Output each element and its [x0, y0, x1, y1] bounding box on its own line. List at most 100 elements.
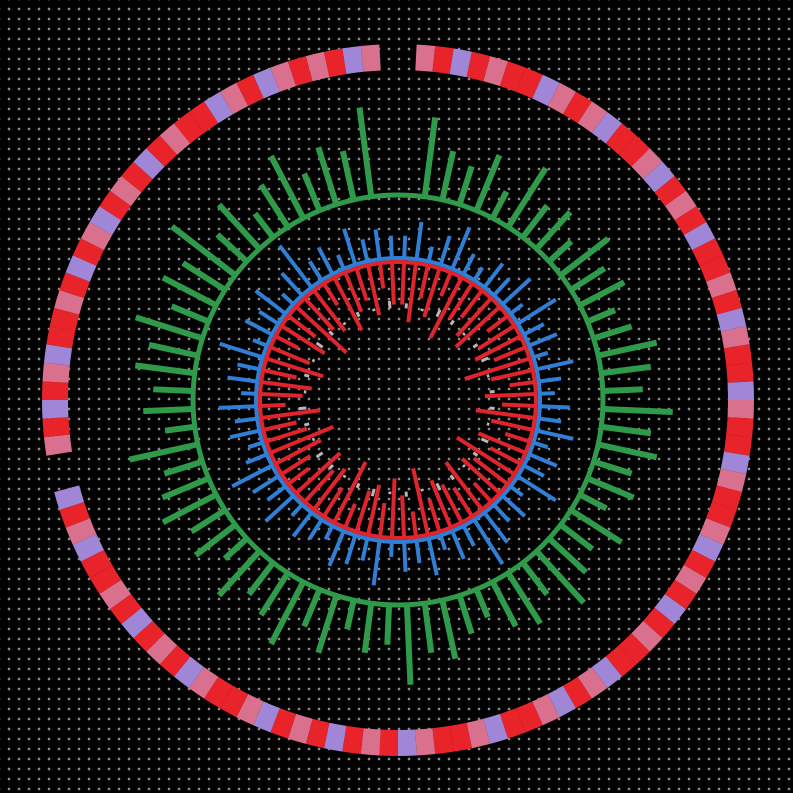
- track-bar: [311, 437, 316, 442]
- track-bar: [312, 467, 347, 511]
- ring-segment: [159, 123, 191, 155]
- track-bar: [268, 154, 307, 220]
- ring-segment: [59, 272, 90, 299]
- ring-segment: [716, 468, 747, 493]
- track-bar: [260, 391, 303, 398]
- track-bar: [290, 503, 304, 518]
- track-bar: [516, 297, 557, 326]
- track-bar: [373, 229, 382, 260]
- track-bar: [316, 246, 335, 275]
- track-bar: [439, 150, 457, 201]
- track-bar: [435, 309, 442, 318]
- track-bar: [456, 594, 475, 635]
- track-bar: [440, 483, 464, 524]
- track-bar: [311, 358, 316, 363]
- ring-segment: [46, 325, 76, 349]
- track-bar: [402, 235, 408, 259]
- ring-segment: [42, 417, 70, 438]
- ring-segment: [720, 325, 750, 349]
- ring-segment: [726, 417, 754, 438]
- track-bar: [342, 321, 347, 326]
- ring-segment: [699, 255, 731, 282]
- track-bar: [161, 491, 218, 526]
- track-bar: [528, 452, 558, 468]
- ring-segment: [415, 728, 436, 756]
- track-bar: [450, 530, 466, 560]
- track-baseline: [190, 192, 606, 608]
- ring-segment: [89, 565, 122, 594]
- ring-segment: [220, 685, 249, 718]
- ring-segment: [188, 101, 219, 134]
- ring-segment: [499, 61, 526, 92]
- track-bar: [332, 461, 368, 524]
- ring-segment: [532, 694, 560, 726]
- track-bar: [472, 456, 509, 486]
- ring-segment: [121, 161, 153, 193]
- track-bar: [389, 478, 397, 538]
- track-bar: [586, 307, 617, 325]
- track-bar: [219, 341, 264, 360]
- track-baseline: [258, 260, 538, 540]
- ring-segment: [711, 485, 742, 511]
- ring-segment: [80, 549, 113, 578]
- track-bar: [378, 502, 387, 538]
- track-bar: [229, 428, 260, 440]
- track-bar: [435, 482, 442, 491]
- ring-segment: [483, 713, 509, 744]
- ring-segment: [360, 44, 381, 72]
- ring-segment: [516, 701, 543, 733]
- track-bar: [360, 238, 370, 262]
- ring-segment: [415, 44, 436, 72]
- track-bar: [361, 602, 375, 654]
- track-bar: [461, 332, 466, 337]
- ring-segment: [65, 518, 97, 545]
- track-bar: [438, 534, 448, 551]
- track-bar: [460, 457, 502, 495]
- track-bar: [336, 254, 346, 270]
- track-bar: [473, 154, 503, 212]
- track-bar: [429, 479, 453, 529]
- track-bar: [181, 260, 227, 293]
- track-bar: [501, 277, 532, 306]
- ring-segment: [547, 82, 576, 115]
- ring-segment: [563, 91, 592, 124]
- track-bar: [384, 604, 393, 645]
- track-bar: [315, 146, 340, 206]
- track-bar: [438, 235, 452, 266]
- track-bar: [532, 350, 549, 360]
- track-bar: [420, 308, 424, 312]
- track-bar: [455, 296, 493, 338]
- track-bar: [161, 274, 218, 309]
- ring-segment: [727, 381, 754, 400]
- track-bar: [262, 368, 297, 380]
- ring-segment: [674, 206, 707, 235]
- ring-segment: [683, 222, 716, 251]
- track-bar: [387, 300, 392, 309]
- ring-segment: [654, 593, 687, 625]
- ring-segment: [43, 344, 73, 366]
- track-bar: [291, 511, 314, 538]
- track-bar: [475, 408, 536, 420]
- track-bar: [400, 495, 407, 538]
- track-bar: [322, 282, 340, 307]
- track-bar: [307, 260, 324, 282]
- track-bar: [482, 262, 505, 289]
- track-bar: [193, 522, 238, 558]
- track-bar: [280, 271, 304, 297]
- track-bar: [301, 588, 323, 628]
- ring-segment: [449, 722, 473, 752]
- ring-segment: [591, 111, 623, 144]
- ring-segment: [109, 593, 142, 625]
- track-bar: [447, 282, 474, 321]
- track-bar: [452, 486, 474, 518]
- track-bar: [236, 362, 260, 372]
- track-bar: [378, 262, 386, 289]
- ring-segment: [449, 48, 473, 78]
- track-bar: [254, 289, 287, 316]
- track-bar: [343, 503, 357, 529]
- track-bar: [161, 475, 210, 501]
- track-bar: [547, 536, 589, 575]
- ring-segment: [323, 722, 347, 752]
- track-bar: [262, 420, 297, 432]
- track-bar: [372, 308, 376, 312]
